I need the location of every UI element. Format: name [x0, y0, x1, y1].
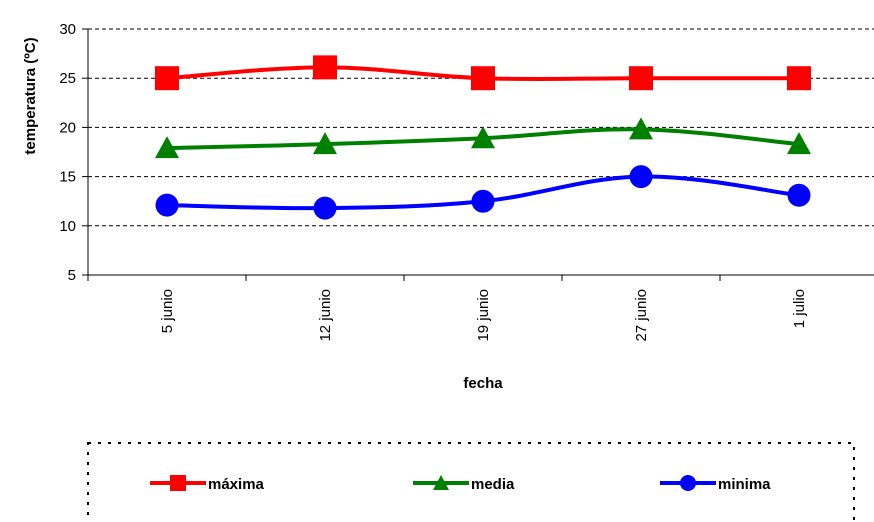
legend-item: máxima — [150, 475, 265, 493]
data-point-minima-2 — [471, 189, 495, 213]
data-point-máxima-1 — [313, 55, 337, 80]
x-tick-label: 1 julio — [791, 289, 808, 328]
y-tick-label-5: 5 — [68, 267, 76, 284]
data-point-máxima-3 — [629, 66, 653, 91]
data-point-media-3 — [629, 117, 653, 140]
legend-label: media — [471, 476, 515, 493]
data-point-máxima-2 — [471, 66, 495, 91]
data-point-máxima-0 — [155, 66, 179, 91]
legend-item: media — [413, 475, 515, 493]
data-point-minima-4 — [787, 183, 811, 207]
data-point-media-2 — [471, 126, 495, 149]
y-tick-label-25: 25 — [59, 70, 76, 87]
data-point-minima-1 — [313, 196, 337, 220]
series-media — [155, 117, 811, 159]
series-layer — [155, 55, 811, 220]
legend-marker — [680, 475, 696, 491]
legend-marker — [433, 475, 449, 490]
x-tick-label: 27 junio — [633, 289, 650, 342]
data-point-máxima-4 — [787, 66, 811, 91]
legend: máxima media minima — [87, 442, 855, 522]
y-tick-label-15: 15 — [59, 169, 76, 186]
y-tick-label-20: 20 — [59, 119, 76, 136]
y-tick-label-10: 10 — [59, 218, 76, 235]
series-máxima — [155, 55, 811, 91]
labels-layer: fecha temperatura (ºC) 5 10 15 20 25 30 5 juni… — [22, 21, 808, 392]
legend-item: minima — [660, 475, 771, 493]
legend-box — [87, 442, 855, 522]
data-point-media-1 — [313, 132, 337, 155]
legend-marker — [170, 475, 186, 491]
x-tick-label: 5 junio — [159, 289, 176, 333]
data-point-minima-3 — [629, 165, 653, 189]
y-axis-title: temperatura (ºC) — [22, 37, 39, 154]
data-point-minima-0 — [155, 193, 179, 217]
data-point-media-4 — [787, 132, 811, 155]
legend-label: minima — [718, 476, 771, 493]
axes-layer — [82, 28, 874, 281]
x-tick-label: 12 junio — [317, 289, 334, 342]
x-tick-label: 19 junio — [475, 289, 492, 342]
series-minima — [155, 165, 811, 220]
y-tick-label-30: 30 — [59, 21, 76, 38]
x-axis-title: fecha — [463, 375, 503, 392]
legend-label: máxima — [208, 476, 265, 493]
data-point-media-0 — [155, 136, 179, 159]
